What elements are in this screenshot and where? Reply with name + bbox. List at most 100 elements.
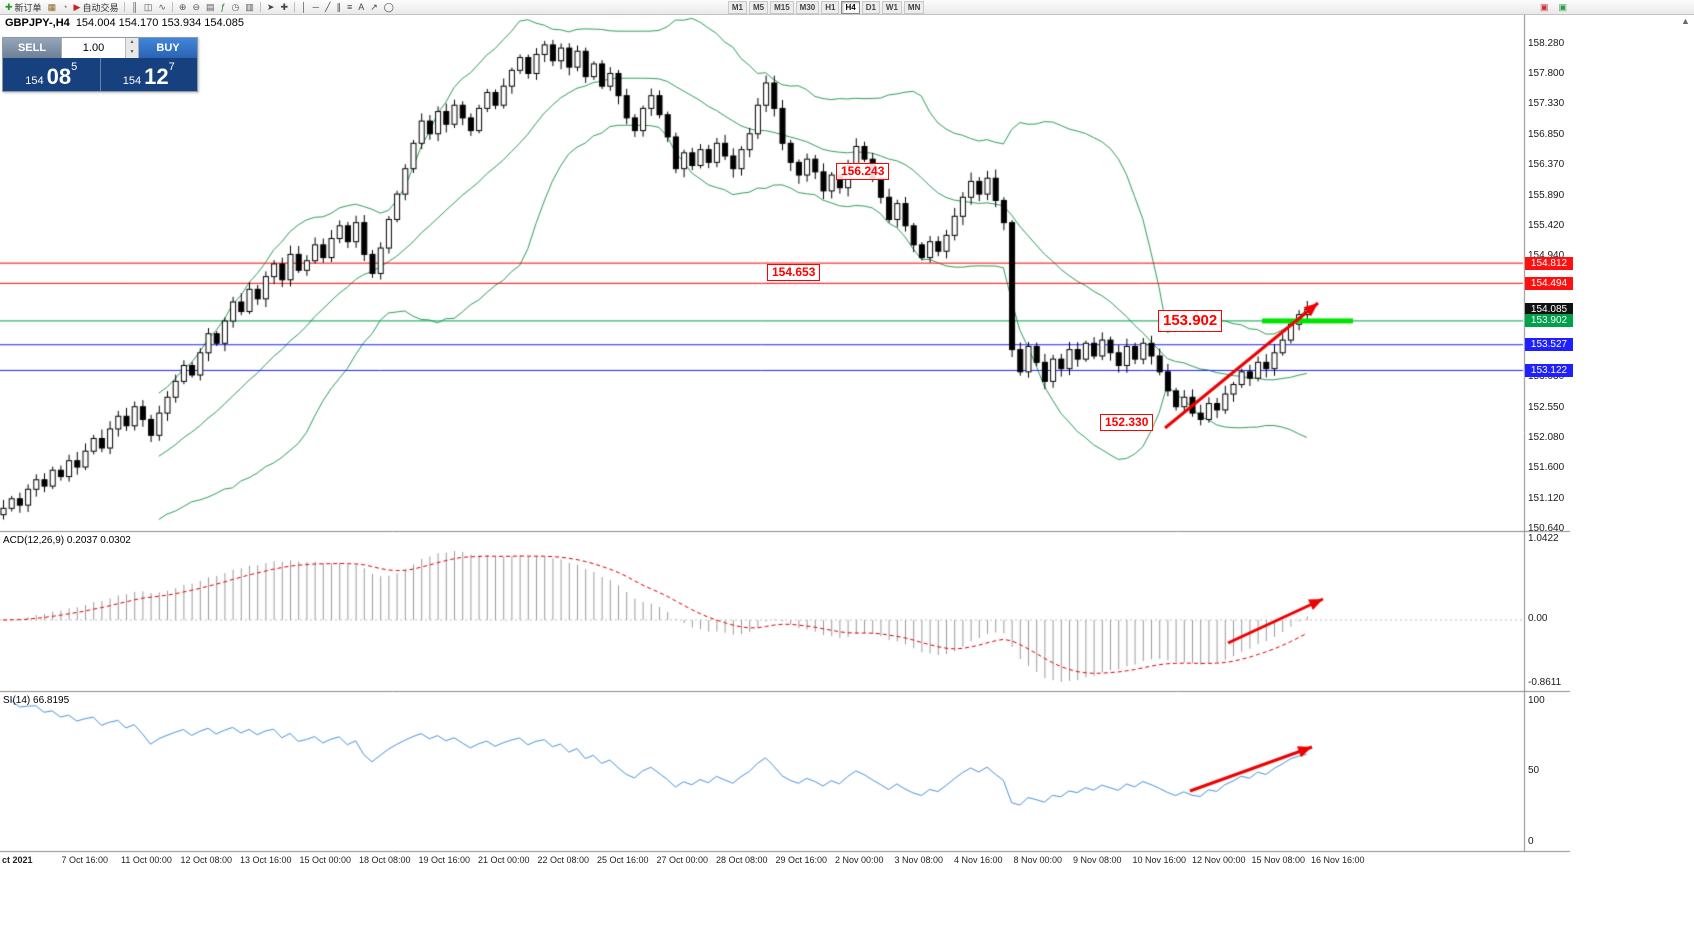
timeframe-m15-button[interactable]: M15 [770,0,794,14]
bar-chart-icon[interactable]: ║ [128,1,140,14]
trade-panel-header: SELL ▲ ▼ BUY [3,38,197,58]
time-axis-label: 9 Nov 08:00 [1073,855,1122,865]
new-order-button-glyph: ✚ [5,1,13,12]
price-axis-tick: 155.890 [1528,189,1565,201]
templates-icon[interactable]: ▥ [242,1,257,14]
alerts-icon[interactable]: ◔ [59,1,70,14]
channel-icon[interactable]: ∥ [333,1,344,14]
symbol-timeframe-label: GBPJPY-,H4 [5,17,70,29]
time-axis-label: 13 Oct 16:00 [240,855,292,865]
macd-axis-bottom: -0.8611 [1528,677,1562,688]
time-axis-label: 4 Nov 16:00 [954,855,1003,865]
candlestick-chart-icon[interactable]: ◫ [141,1,156,14]
sell-price-pipette: 5 [71,61,78,73]
time-axis-label: 22 Oct 08:00 [537,855,590,865]
arrow-tool-icon-glyph: ↗ [370,1,378,12]
buy-price-pipette: 7 [168,61,175,73]
shapes-icon-glyph: ◯ [383,1,394,12]
time-axis-label: 15 Oct 00:00 [299,855,352,865]
buy-price-pips: 12 [144,64,169,89]
price-axis-tick: 152.550 [1528,401,1565,413]
toolbar-separator [259,2,261,12]
horizontal-line-icon-glyph: ─ [312,1,320,12]
timeframe-w1-button[interactable]: W1 [881,0,902,14]
time-axis-label: 3 Nov 08:00 [894,855,944,865]
zoom-in-icon[interactable]: ⊕ [176,1,190,14]
buy-price[interactable]: 154 12 7 [99,58,198,91]
vertical-line-icon[interactable]: │ [298,1,310,14]
bar-chart-icon-glyph: ║ [131,1,138,12]
one-click-trade-panel: SELL ▲ ▼ BUY 154 08 5 154 12 7 [2,37,198,92]
support-lower-box: 153.122 [1525,363,1573,377]
time-axis-label: 25 Oct 16:00 [597,855,649,865]
macd-indicator-label: ACD(12,26,9) 0.2037 0.0302 [3,535,131,546]
sell-price[interactable]: 154 08 5 [3,58,100,91]
volume-input[interactable] [62,38,125,58]
price-axis-tick: 151.120 [1528,492,1565,504]
autotrading-button[interactable]: ▶ 自动交易 [71,1,122,14]
price-axis-tick: 156.370 [1528,159,1565,171]
resistance-lower-box: 154.494 [1525,276,1573,290]
time-axis-label: 18 Oct 08:00 [359,855,411,865]
timeframe-m1-button[interactable]: M1 [727,0,747,14]
green-level-box: 153.902 [1525,314,1573,328]
time-axis-label: 8 Nov 00:00 [1013,855,1063,865]
toolbar-right-icons: ▣ ▣ [1537,1,1570,14]
tile-windows-icon[interactable]: ▤ [203,1,218,14]
callout-156-243[interactable]: 156.243 [836,163,890,180]
chart-window-red-icon[interactable]: ▣ [1537,1,1552,14]
vertical-line-icon-glyph: │ [301,1,307,12]
charts-icon-glyph: ▦ [47,1,57,12]
callout-152-330[interactable]: 152.330 [1100,414,1154,431]
toolbar-separator [171,2,173,12]
price-axis-tick: 151.600 [1528,462,1565,474]
sell-button[interactable]: SELL [3,38,61,58]
text-icon-glyph: A [358,1,365,12]
crosshair-icon[interactable]: ✚ [277,1,291,14]
time-axis-label: 21 Oct 00:00 [478,855,530,865]
time-axis-label: 28 Oct 08:00 [716,855,768,865]
trendline-icon[interactable]: ╱ [322,1,333,14]
timeframe-m30-button[interactable]: M30 [795,0,820,14]
buy-button[interactable]: BUY [139,38,197,58]
callout-153-902[interactable]: 153.902 [1158,310,1223,332]
time-axis-label: 19 Oct 16:00 [418,855,471,865]
line-chart-icon[interactable]: ∿ [155,1,169,14]
tile-windows-icon-glyph: ▤ [206,1,215,12]
volume-up-icon[interactable]: ▲ [126,38,138,48]
toolbar-separator [294,2,295,12]
zoom-out-icon-glyph: ⊖ [192,1,200,12]
autotrading-button-glyph: ▶ [73,1,81,12]
cursor-icon[interactable]: ➤ [264,1,278,14]
time-axis-label: 27 Oct 00:00 [656,855,709,865]
timeframe-h4-button[interactable]: H4 [841,0,860,14]
zoom-out-icon[interactable]: ⊖ [189,1,203,14]
timeframe-d1-button[interactable]: D1 [861,0,880,14]
timeframe-m5-button[interactable]: M5 [748,0,769,14]
line-chart-icon-glyph: ∿ [158,1,166,12]
volume-field-wrap: ▲ ▼ [61,38,139,58]
timeframe-h1-button[interactable]: H1 [821,0,840,14]
fibonacci-icon[interactable]: ≡ [344,1,355,14]
volume-down-icon[interactable]: ▼ [126,48,138,58]
charts-icon[interactable]: ▦ [45,1,60,14]
shapes-icon[interactable]: ◯ [381,1,397,14]
chart-window-green-icon[interactable]: ▣ [1555,1,1570,14]
time-axis-label: 11 Oct 00:00 [121,855,172,865]
trade-panel-prices: 154 08 5 154 12 7 [3,58,197,91]
new-order-button[interactable]: ✚ 新订单 [2,1,45,14]
timeframes-icon[interactable]: ◷ [229,1,243,14]
rsi-axis-bottom: 0 [1528,836,1534,847]
toolbar-separator [124,2,126,12]
callout-154-653[interactable]: 154.653 [767,264,821,281]
timeframe-mn-button[interactable]: MN [903,0,925,14]
arrow-tool-icon[interactable]: ↗ [367,1,381,14]
horizontal-line-icon[interactable]: ─ [310,1,322,14]
sell-price-pips: 08 [46,64,72,89]
indicators-icon[interactable]: ƒ [218,1,229,14]
crosshair-icon-glyph: ✚ [280,1,288,12]
chart-scroll-up-icon[interactable]: ▲ [1681,16,1690,26]
buy-price-big-figure: 154 [122,75,142,87]
text-icon[interactable]: A [355,1,367,14]
